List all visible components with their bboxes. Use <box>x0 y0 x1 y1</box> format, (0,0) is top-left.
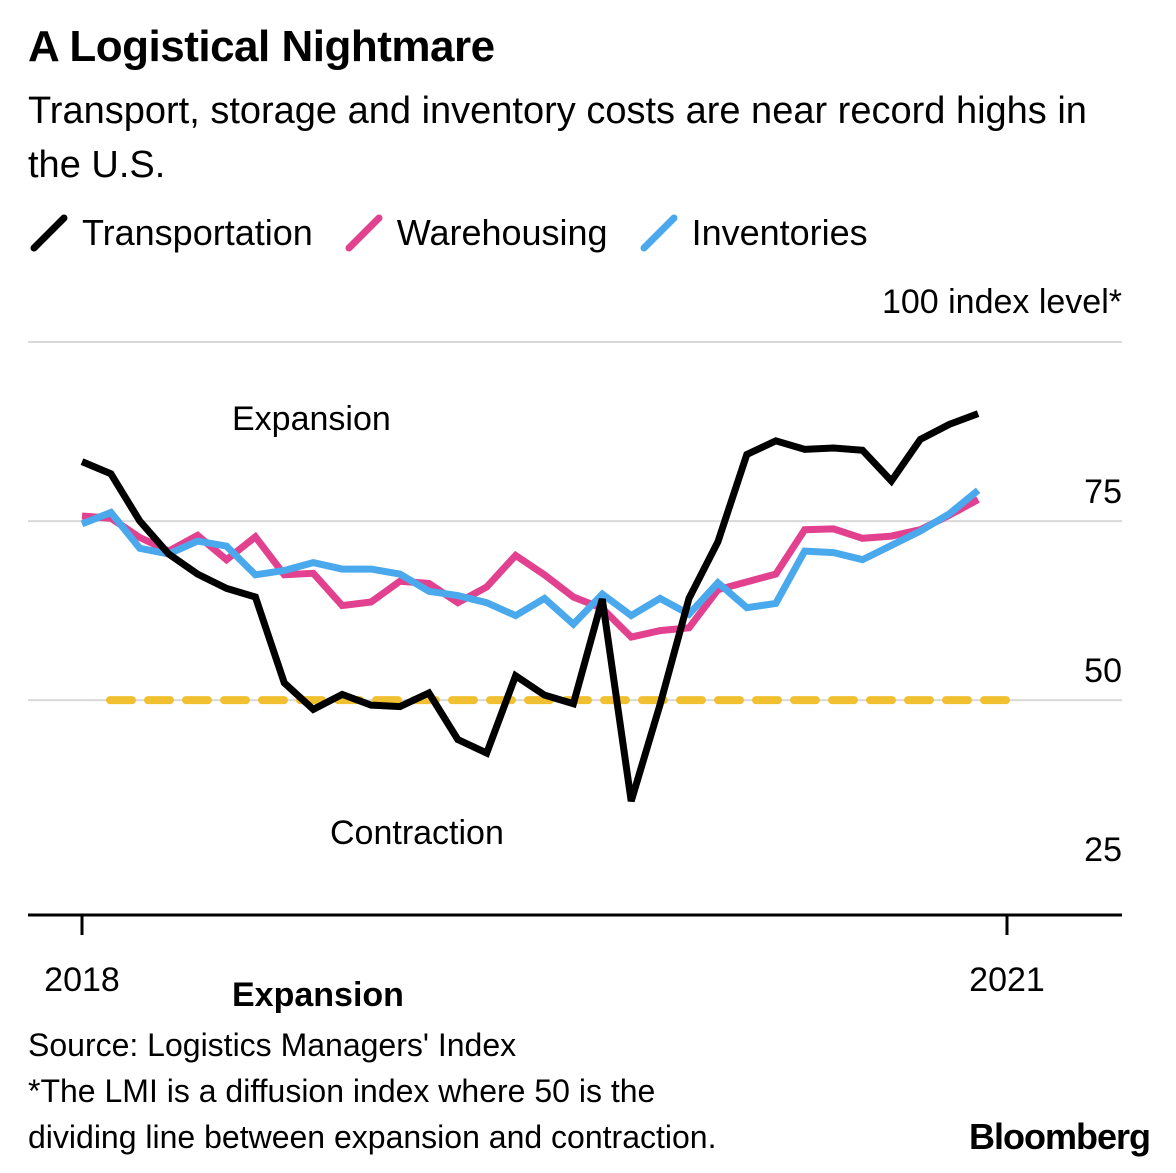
series-line-inventories <box>80 487 981 630</box>
series-line-warehousing <box>81 496 980 641</box>
annotation-contraction: Contraction <box>330 814 504 852</box>
y-unit-label: 100 index level* <box>882 283 1122 321</box>
source-note: Source: Logistics Managers' Index <box>28 1027 517 1063</box>
legend-swatch-transportation <box>30 214 68 252</box>
legend-swatch-warehousing <box>345 214 383 252</box>
y-tick-label-75: 75 <box>1084 473 1122 511</box>
legend: Transportation Warehousing Inventories <box>28 206 898 260</box>
legend-label-transportation: Transportation <box>82 212 313 253</box>
annotation-expansion-below-axis: Expansion <box>232 976 404 1014</box>
y-tick-label-50: 50 <box>1084 652 1122 690</box>
footer: Source: Logistics Managers' Index *The L… <box>28 1022 716 1160</box>
x-tick-label-2021: 2021 <box>969 961 1045 999</box>
legend-swatch-inventories <box>640 214 678 252</box>
annotation-expansion: Expansion <box>232 400 391 438</box>
legend-item-inventories: Inventories <box>638 212 868 254</box>
chart-title: A Logistical Nightmare <box>28 22 495 71</box>
x-tick-label-2018: 2018 <box>44 961 120 999</box>
bloomberg-logo: Bloomberg <box>968 1116 1151 1157</box>
tick-labels: 25 50 75 2018 2021 <box>44 473 1122 999</box>
grid-lines <box>28 341 1122 935</box>
legend-label-inventories: Inventories <box>691 212 868 253</box>
footnote-line-2: dividing line between expansion and cont… <box>28 1119 717 1155</box>
y-tick-label-25: 25 <box>1084 831 1122 869</box>
line-chart: 100 index level* 25 50 75 2018 2021 Expansio… <box>28 283 1122 1014</box>
legend-item-warehousing: Warehousing <box>343 212 608 254</box>
series-layer <box>80 410 981 803</box>
footnote-line-1: *The LMI is a diffusion index where 50 i… <box>28 1073 656 1109</box>
chart-subtitle: Transport, storage and inventory costs a… <box>28 90 1087 186</box>
legend-item-transportation: Transportation <box>28 212 313 254</box>
series-line-transportation <box>80 410 980 803</box>
legend-label-warehousing: Warehousing <box>396 212 608 253</box>
